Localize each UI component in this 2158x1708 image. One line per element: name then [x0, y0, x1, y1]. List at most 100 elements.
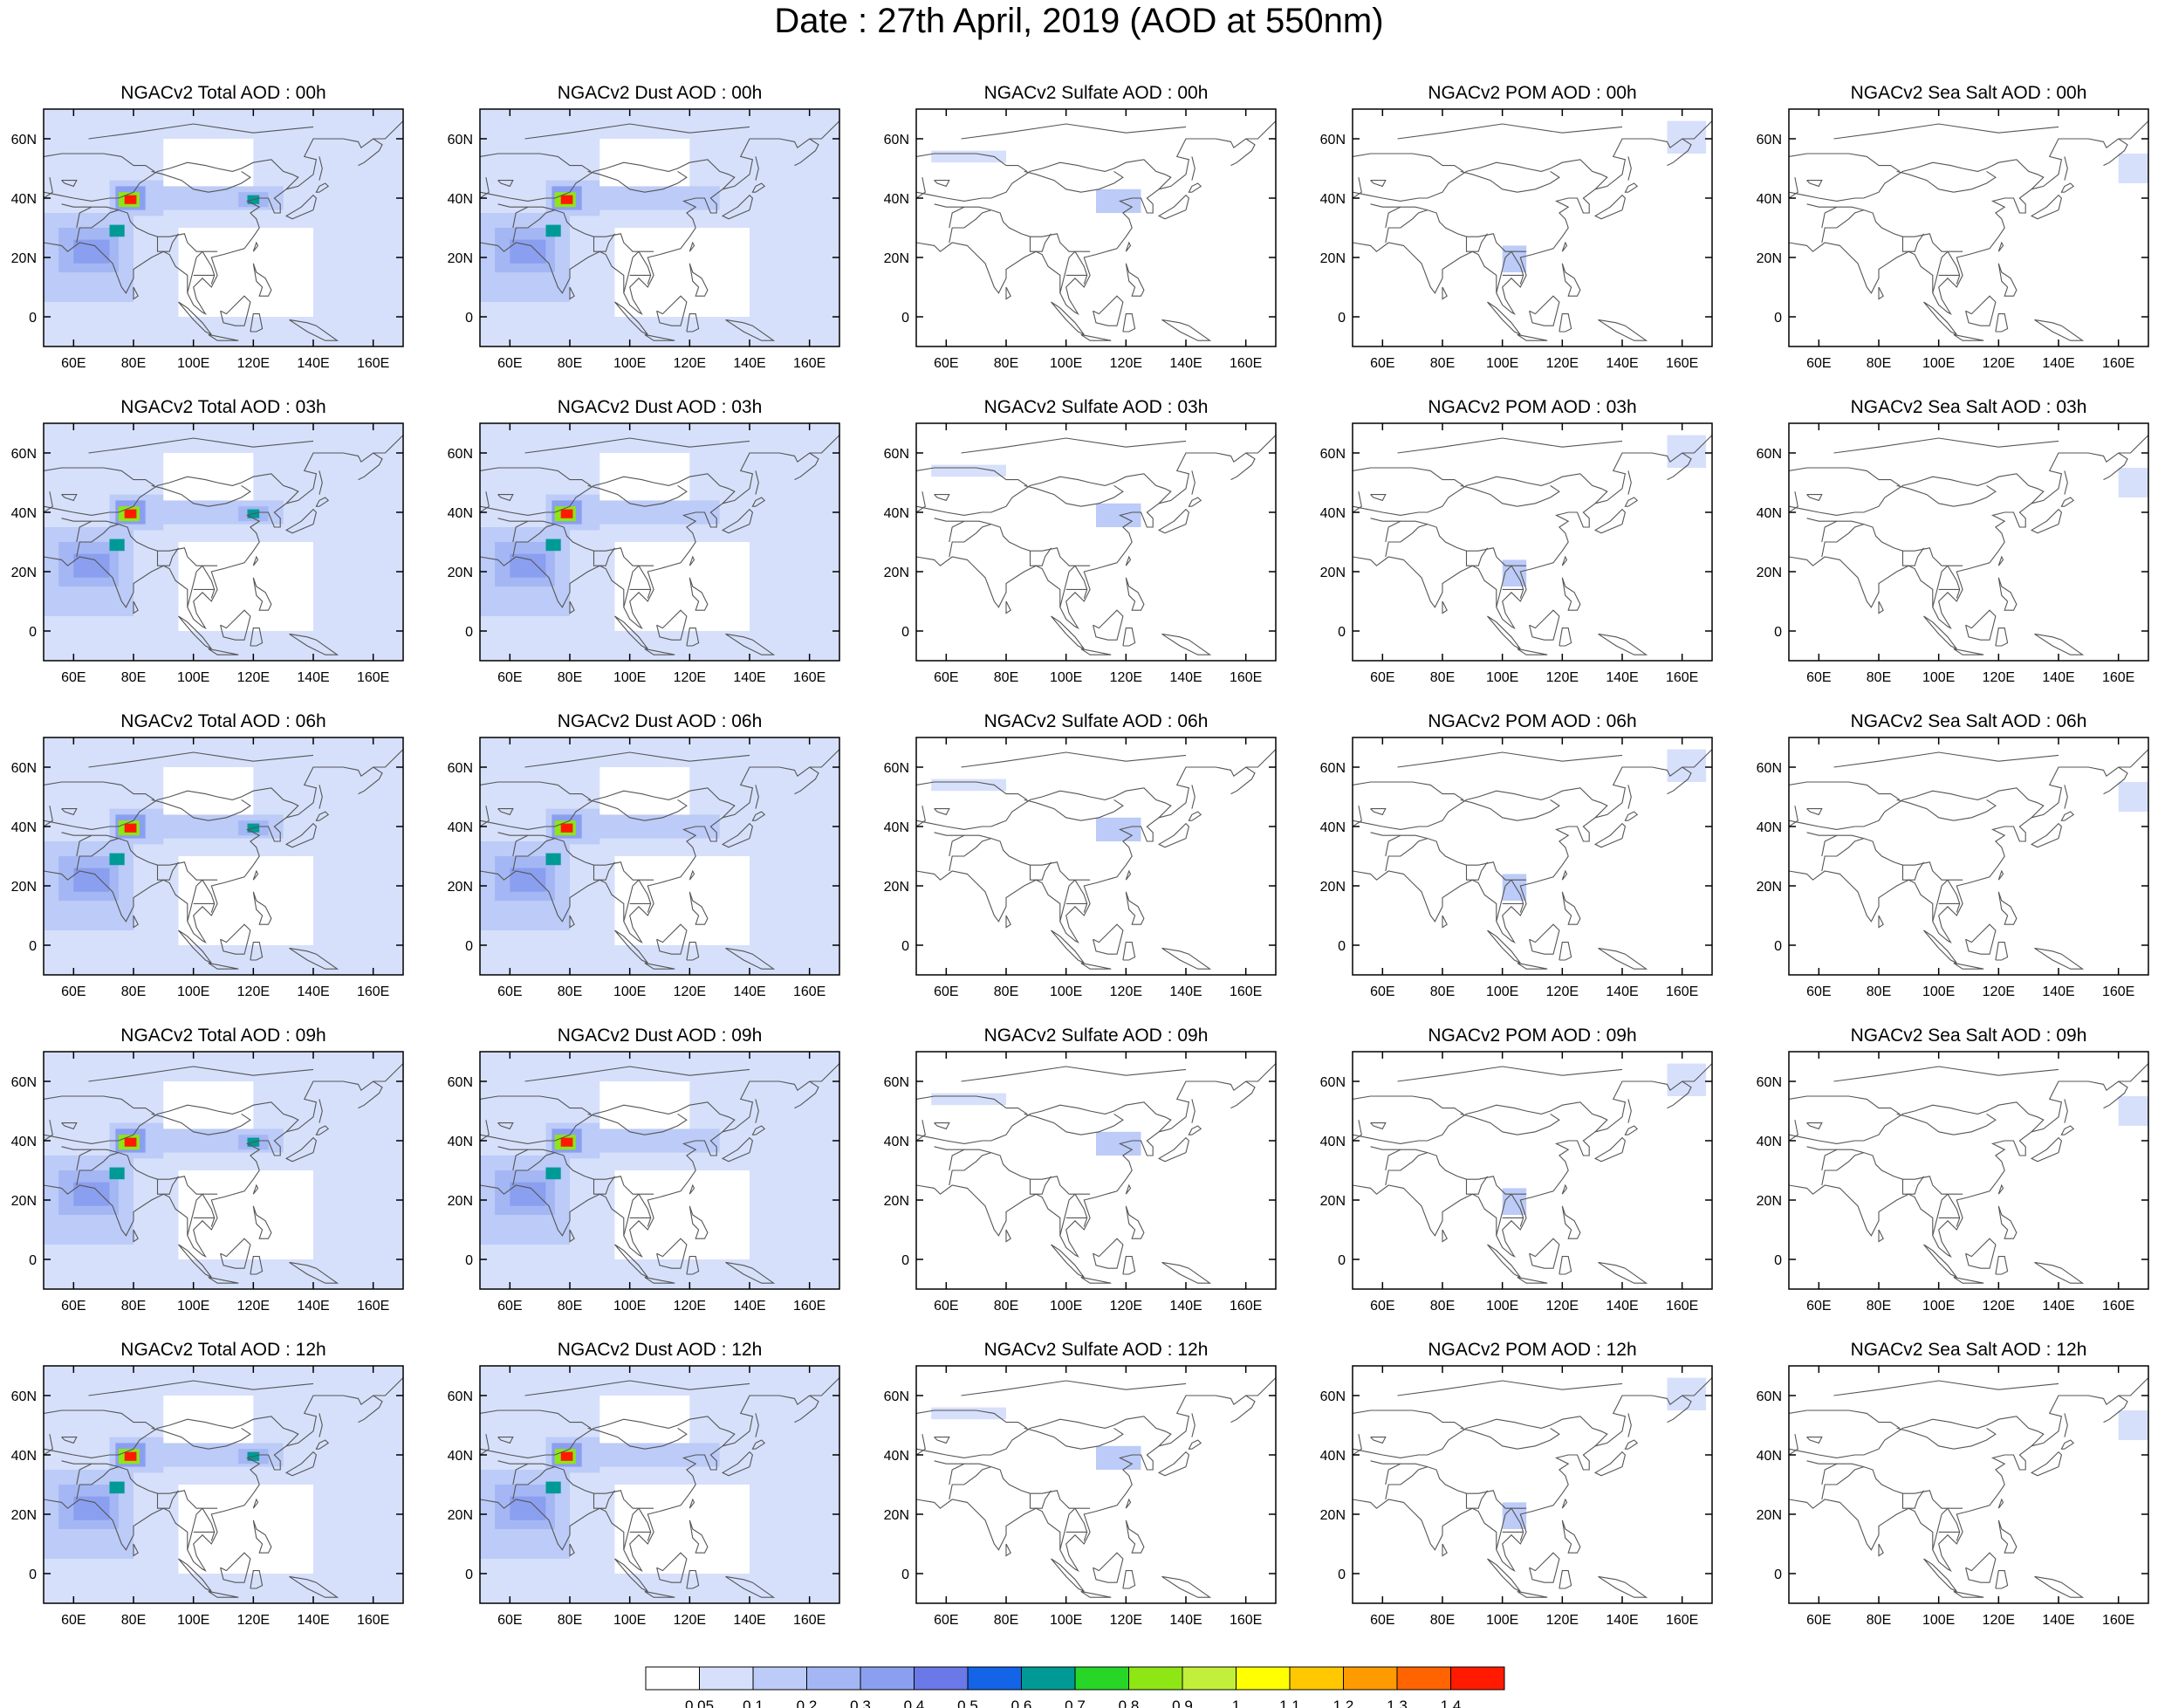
- lon-tick-label: 80E: [558, 670, 582, 685]
- lon-tick-label: 60E: [61, 670, 86, 685]
- coastline: [88, 1380, 314, 1396]
- panel-title: NGACv2 Sea Salt AOD : 00h: [1851, 83, 2087, 103]
- lon-tick-label: 100E: [1922, 356, 1955, 371]
- coastline: [934, 203, 1091, 252]
- colorbar-label: 0.5: [957, 1698, 978, 1708]
- lon-tick-label: 60E: [61, 1299, 86, 1314]
- lat-tick-label: 20N: [1320, 880, 1346, 895]
- lon-tick-label: 80E: [994, 984, 1018, 999]
- coastline: [1821, 1152, 1864, 1186]
- lon-tick-label: 120E: [674, 670, 706, 685]
- coastline: [512, 520, 529, 543]
- coastline: [1923, 1558, 1957, 1592]
- coastline: [1353, 1410, 1464, 1429]
- coastline: [1878, 600, 1884, 614]
- lat-tick-label: 60N: [1757, 447, 1782, 462]
- coastline: [1789, 473, 2045, 516]
- aod-cell: [163, 139, 254, 187]
- lat-tick-label: 40N: [11, 1449, 37, 1464]
- coastline: [76, 834, 92, 857]
- coastline: [1965, 1552, 1997, 1583]
- aod-cell: [124, 509, 137, 518]
- aod-cell: [560, 823, 573, 833]
- coastline: [1997, 1498, 2004, 1509]
- lat-tick-label: 20N: [1320, 1194, 1346, 1209]
- coastline: [1953, 333, 1984, 341]
- coastline: [1161, 633, 1212, 655]
- coastline: [569, 915, 575, 929]
- coastline: [1901, 547, 1924, 566]
- lon-tick-label: 60E: [1806, 1613, 1831, 1628]
- coastline: [1997, 263, 2018, 297]
- coastline: [497, 1437, 514, 1444]
- coastline: [1125, 1205, 1145, 1239]
- map-panel: NGACv2 Sea Salt AOD : 03h 60E 80E 100E 120E 1…: [1757, 397, 2149, 685]
- coastline: [1598, 1575, 1648, 1598]
- aod-cell: [1502, 1502, 1527, 1529]
- lon-tick-label: 140E: [297, 356, 329, 371]
- colorbar-swatch: [1396, 1666, 1451, 1691]
- coastline: [315, 1439, 330, 1450]
- coastline: [480, 1095, 592, 1115]
- coastline: [686, 942, 700, 961]
- coastline: [252, 577, 272, 611]
- coastline: [1511, 565, 1524, 599]
- lat-tick-label: 40N: [1757, 820, 1782, 835]
- aod-field: [931, 1407, 1141, 1470]
- coastline: [1188, 497, 1202, 507]
- coastline: [88, 437, 314, 454]
- coastlines: [916, 1377, 1276, 1598]
- coastline: [934, 518, 1091, 566]
- lon-tick-label: 100E: [1486, 356, 1518, 371]
- coastline: [252, 891, 272, 925]
- coastline: [1789, 781, 1901, 800]
- lat-tick-label: 60N: [1320, 1075, 1346, 1090]
- coastline: [1789, 120, 2148, 315]
- coastline: [1806, 180, 1823, 188]
- lon-tick-label: 140E: [297, 984, 329, 999]
- coastline: [44, 491, 53, 513]
- coastline: [934, 494, 950, 502]
- coastline: [1806, 1122, 1823, 1130]
- coastline: [916, 1410, 1028, 1429]
- coastline: [656, 923, 688, 955]
- coastline: [1080, 333, 1112, 341]
- coastline: [1442, 1543, 1448, 1557]
- lon-tick-label: 140E: [1169, 984, 1202, 999]
- aod-cell: [545, 224, 561, 237]
- lat-tick-label: 0: [29, 1253, 37, 1268]
- coastline: [1896, 484, 1997, 507]
- coastline: [1093, 609, 1124, 641]
- coastline: [961, 123, 1187, 140]
- coastline: [252, 241, 259, 252]
- coastline: [480, 467, 592, 486]
- coastline: [1517, 333, 1548, 341]
- lon-tick-label: 140E: [733, 670, 765, 685]
- coastline: [1188, 811, 1202, 821]
- coastline: [1029, 547, 1052, 566]
- coastline: [1465, 861, 1488, 881]
- coastline: [1598, 319, 1648, 341]
- coastline: [1561, 1183, 1568, 1195]
- coastline: [1806, 494, 1823, 502]
- coastline: [961, 1380, 1187, 1396]
- panel-frame: [43, 108, 404, 347]
- colorbar-label: 0.8: [1119, 1698, 1140, 1708]
- lon-tick-label: 140E: [2042, 356, 2074, 371]
- coastline: [1051, 301, 1085, 335]
- aod-cell: [545, 853, 561, 866]
- aod-cell: [1096, 1131, 1141, 1156]
- coastlines: [44, 749, 403, 970]
- aod-cell: [73, 868, 110, 892]
- lon-tick-label: 80E: [121, 1613, 146, 1628]
- coastline: [916, 1377, 1276, 1572]
- coastline: [480, 1434, 490, 1456]
- coastline: [133, 1543, 139, 1557]
- coastline: [1511, 879, 1524, 913]
- aod-cell: [1667, 749, 1707, 782]
- lat-tick-label: 60N: [1757, 761, 1782, 776]
- map-panel: NGACv2 Dust AOD : 12h 60E 80E 100E 120E 140E 1…: [448, 1340, 840, 1628]
- coastline: [1627, 1099, 1632, 1123]
- coastline: [1161, 319, 1212, 341]
- coastline: [1188, 1125, 1202, 1135]
